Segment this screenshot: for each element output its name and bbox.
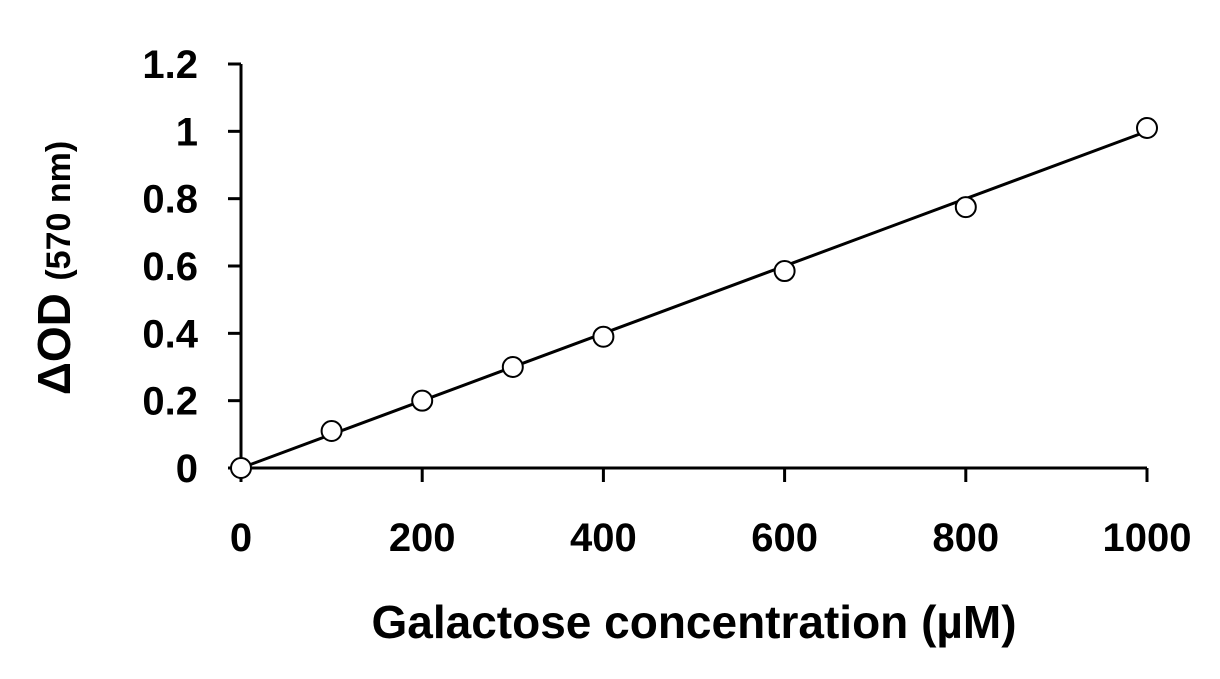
trendline-group xyxy=(240,129,1148,470)
x-axis-title: Galactose concentration (µM) xyxy=(371,596,1016,648)
axes xyxy=(228,62,1149,482)
data-point xyxy=(230,457,252,479)
data-points xyxy=(230,116,1158,479)
x-tick-labels: 0 200 400 600 800 1000 xyxy=(230,516,1192,560)
data-point xyxy=(320,419,343,442)
data-point xyxy=(592,325,615,348)
x-tick-label: 600 xyxy=(751,516,818,560)
y-tick-label: 0 xyxy=(176,447,198,491)
y-tick-label: 0.6 xyxy=(142,245,198,289)
y-axis-title-main: ΔOD xyxy=(28,293,80,395)
x-tick-label: 0 xyxy=(230,516,252,560)
data-point xyxy=(1136,116,1158,139)
x-tick-label: 800 xyxy=(932,516,999,560)
data-point xyxy=(954,196,977,219)
y-tick-labels: 0 0.2 0.4 0.6 0.8 1 1.2 xyxy=(142,43,198,491)
x-tick-label: 400 xyxy=(570,516,637,560)
y-tick-label: 0.8 xyxy=(142,178,198,222)
y-tick-label: 1.2 xyxy=(142,43,198,87)
x-tick-label: 200 xyxy=(389,516,456,560)
data-point xyxy=(411,389,434,412)
y-tick-label: 1 xyxy=(176,110,198,154)
y-tick-label: 0.4 xyxy=(142,312,198,356)
trendline xyxy=(240,129,1148,470)
y-axis-title-sub: (570 nm) xyxy=(40,141,78,281)
data-point xyxy=(773,260,796,283)
data-point xyxy=(501,356,524,378)
y-axis-title: ΔOD (570 nm) xyxy=(28,141,80,395)
y-tick-label: 0.2 xyxy=(142,380,198,424)
x-tick-label: 1000 xyxy=(1103,516,1192,560)
